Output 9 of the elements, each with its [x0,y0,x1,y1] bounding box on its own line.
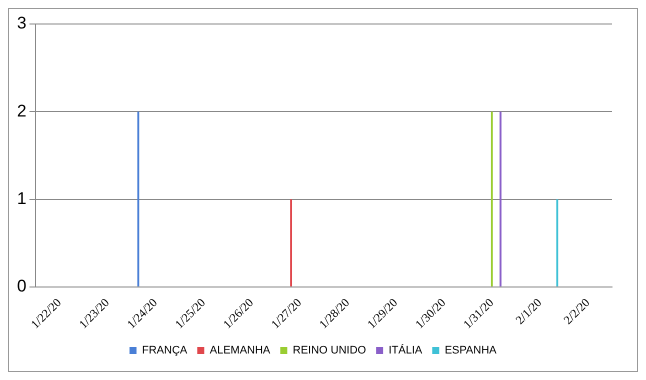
legend-label: FRANÇA [142,344,188,357]
legend-label: REINO UNIDO [292,344,367,357]
y-tick-label: 3 [16,14,26,33]
y-tick-label: 0 [16,276,26,296]
y-tick-label: 1 [16,188,26,208]
legend-label: ESPANHA [444,344,498,357]
legend-label: ALEMANHA [210,344,271,357]
y-tick-label: 2 [16,101,26,120]
legend-label: ITÁLIA [388,344,423,357]
